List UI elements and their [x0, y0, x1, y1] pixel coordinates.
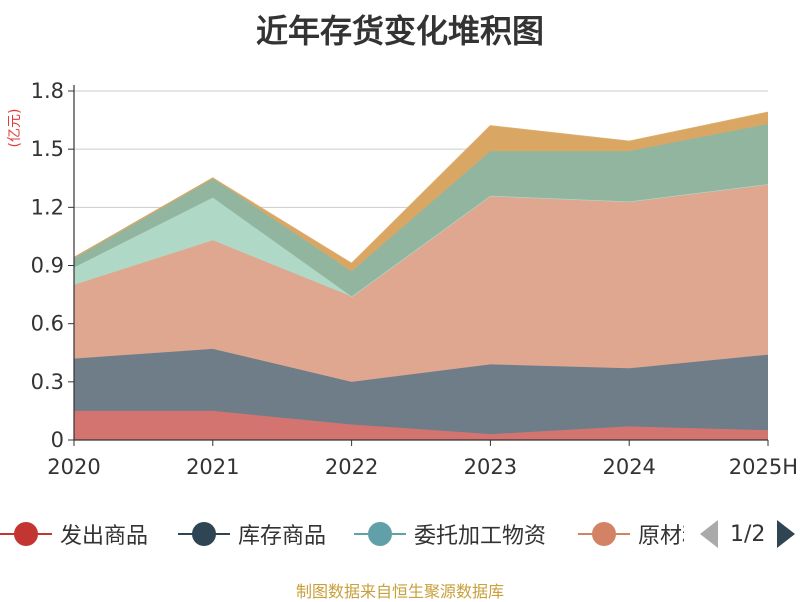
area-series-3 — [74, 184, 768, 297]
area-series-0 — [74, 410, 768, 440]
y-tick-label: 0.3 — [31, 370, 64, 394]
y-tick-label: 1.2 — [31, 195, 64, 219]
legend-label: 委托加工物资 — [414, 524, 547, 549]
legend-page-indicator: 1/2 — [730, 521, 766, 547]
legend-swatch-icon — [354, 520, 406, 548]
legend-label: 原材料 — [638, 524, 684, 549]
legend-item-fachu[interactable]: 发出商品 — [0, 520, 149, 549]
y-tick-label: 0 — [51, 428, 64, 452]
legend-item-weituo[interactable]: 委托加工物资 — [354, 520, 547, 549]
x-tick-label: 2024 — [602, 455, 655, 479]
chart-title: 近年存货变化堆积图 — [255, 12, 544, 50]
legend-swatch-icon — [178, 520, 230, 548]
x-tick-label: 2023 — [464, 455, 517, 479]
area-series-1 — [74, 348, 768, 435]
legend-swatch-icon — [578, 520, 630, 548]
series-line-5 — [73, 111, 769, 265]
x-tick-label: 2020 — [47, 455, 100, 479]
legend-item-yuancailiao[interactable]: 原材料 — [578, 520, 684, 549]
y-tick-label: 1.8 — [31, 79, 64, 103]
area-series-2 — [74, 184, 768, 382]
x-tick-label: 2022 — [325, 455, 378, 479]
y-tick-label: 0.9 — [31, 254, 64, 278]
area-series-5 — [74, 112, 768, 272]
legend-item-kucun[interactable]: 库存商品 — [178, 520, 327, 549]
legend-label: 发出商品 — [60, 524, 149, 549]
legend-pager: 1/2 — [700, 518, 796, 550]
data-source-note: 制图数据来自恒生聚源数据库 — [295, 582, 504, 601]
legend-items-viewport: 发出商品 库存商品 委托加工物资 原材料 — [0, 512, 684, 556]
legend: 发出商品 库存商品 委托加工物资 原材料 1/2 — [0, 512, 800, 556]
y-tick-label: 0.6 — [31, 312, 64, 336]
x-tick-label: 2021 — [186, 455, 239, 479]
legend-swatch-icon — [0, 520, 52, 548]
pager-next-icon[interactable] — [777, 520, 796, 548]
pager-prev-icon[interactable] — [700, 520, 718, 548]
x-tick-label: 2025H — [729, 455, 798, 479]
area-series-4 — [74, 123, 768, 297]
y-tick-label: 1.5 — [31, 137, 64, 161]
legend-label: 库存商品 — [238, 524, 327, 549]
